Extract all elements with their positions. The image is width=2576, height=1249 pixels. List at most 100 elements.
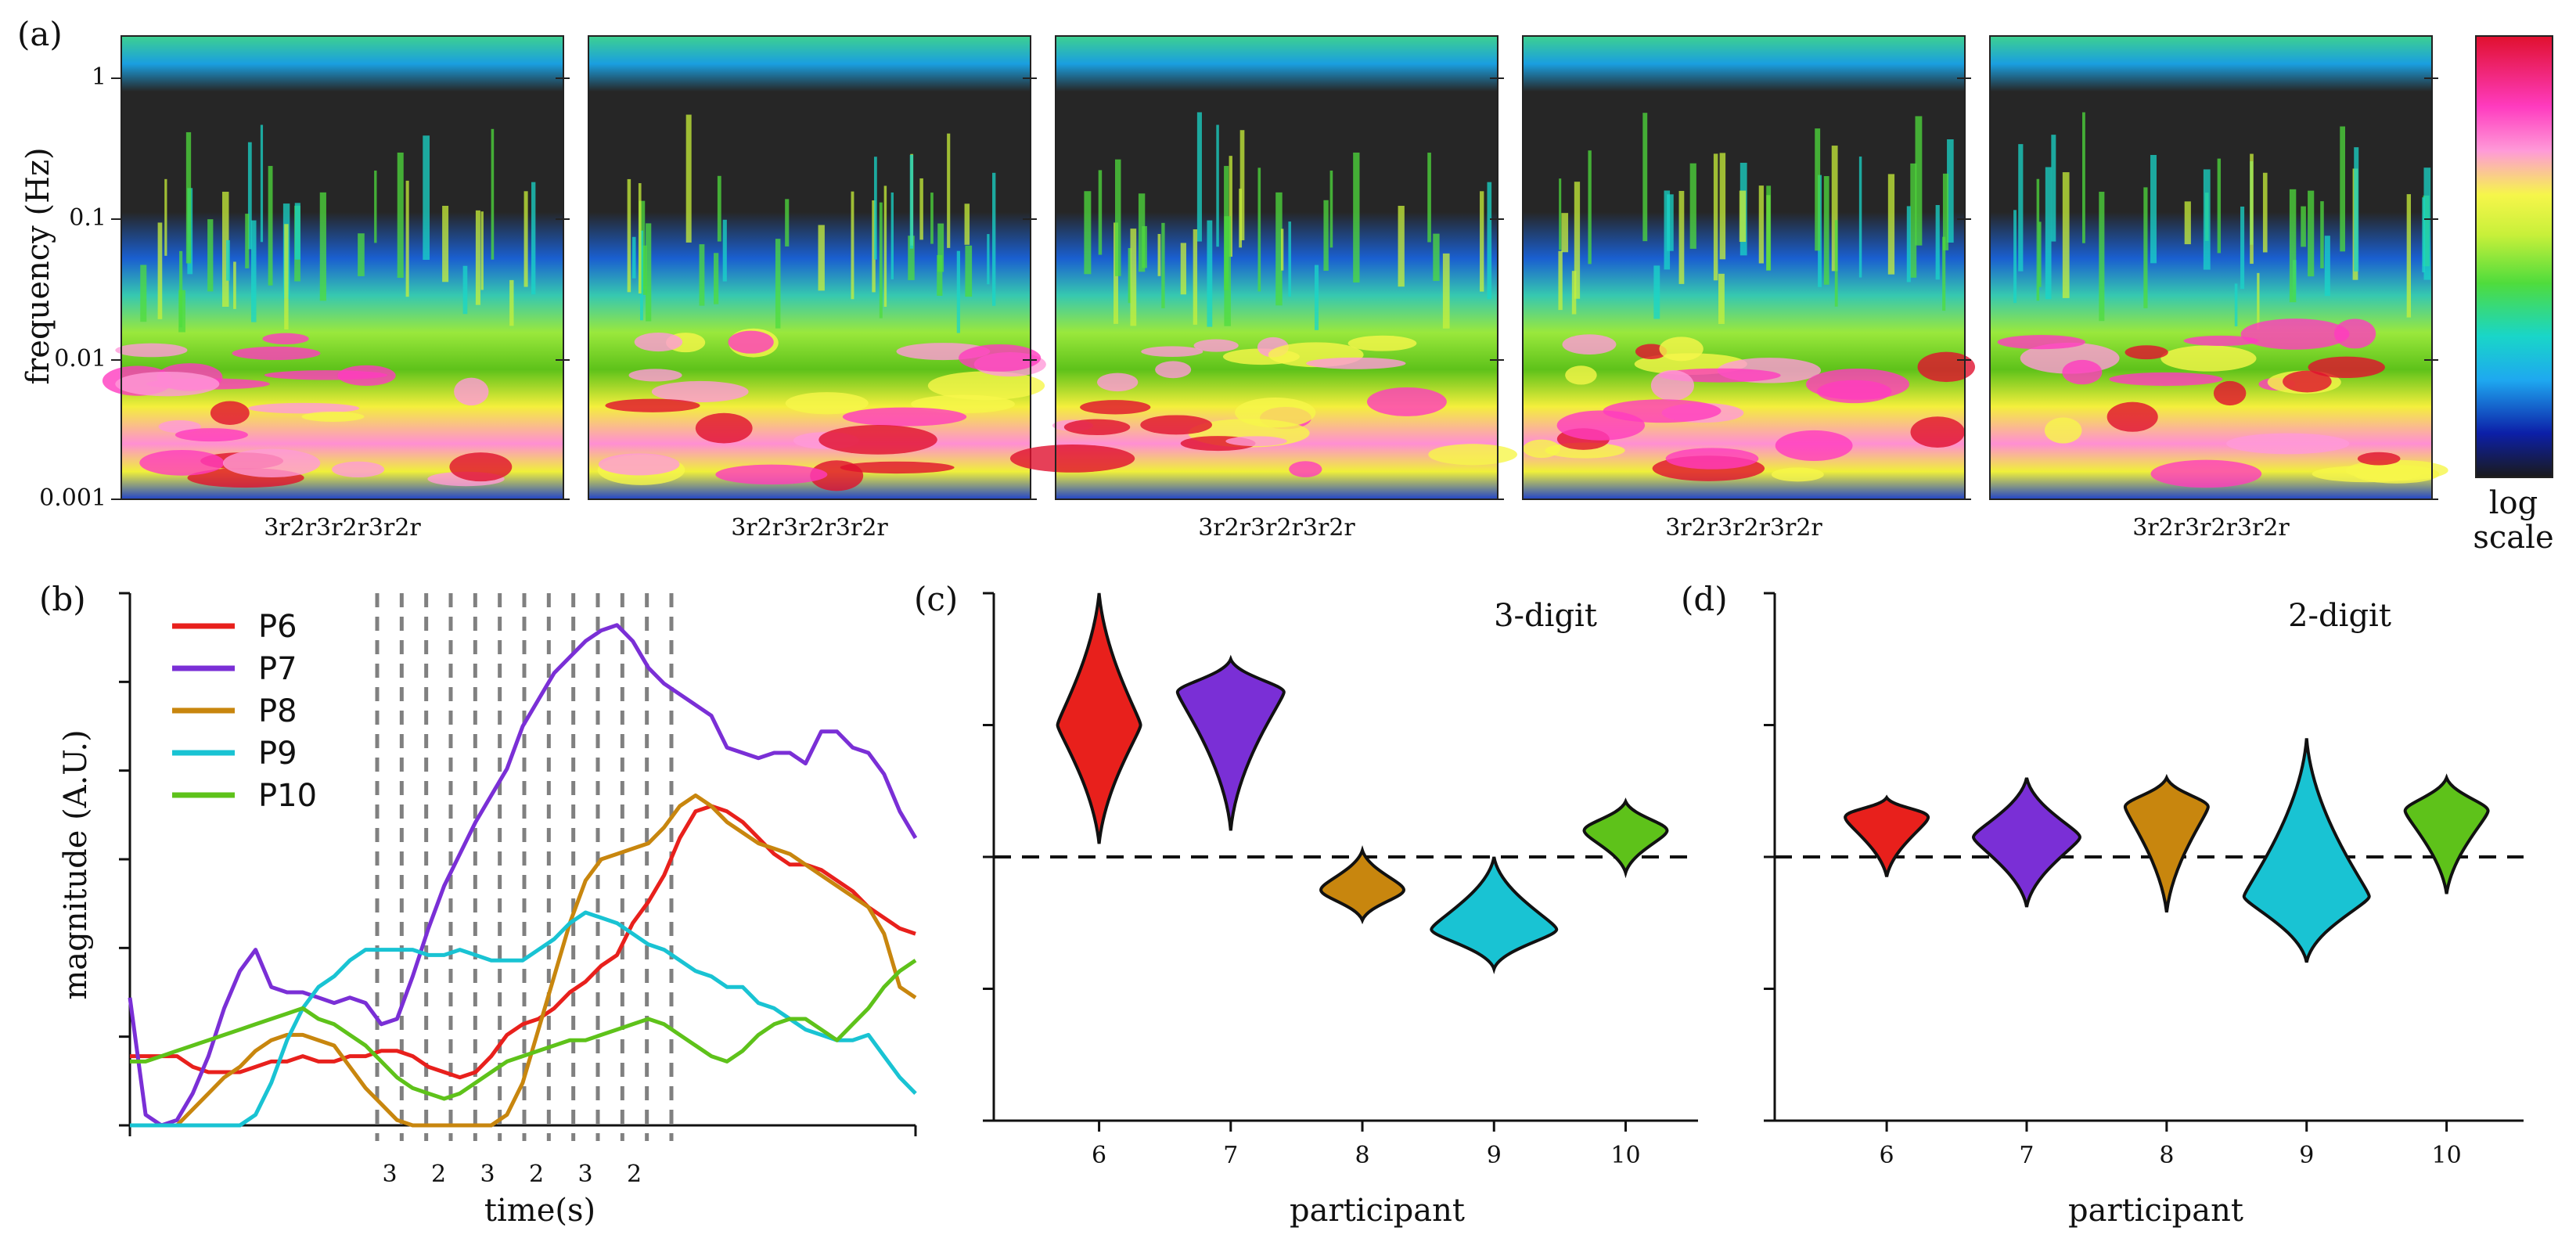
violin-8 [2123,773,2210,913]
spectrogram-streak [937,254,943,296]
spectrogram-blob [1603,399,1722,423]
spectrogram-streak [1115,159,1121,276]
spectrogram-blob [1910,416,1965,448]
violin-xtick-label-10: 10 [1610,1142,1640,1169]
spectrogram-blob [115,371,220,397]
panel-c: (c) 3-digit participant 6 7 8 9 10 [914,580,1698,1229]
spectrogram-streak [1719,153,1726,260]
spectrogram-streak [818,225,825,291]
spectrogram-blob [1635,344,1668,359]
spectrogram-ylabel: frequency (Hz) [20,147,56,384]
spectrogram-streak [1193,229,1198,325]
panel-b: (b) magnitude (A.U.) time(s) 3 2 3 2 3 2 P6 P7 P… [39,580,918,1229]
spectrogram-streak [956,250,960,333]
spectrogram-streak [2203,169,2211,270]
spectrogram-streak [1442,253,1450,329]
spectrogram-streak [2340,126,2345,252]
spectrogram-streak [221,191,229,307]
spectrogram-streak [2143,187,2148,308]
violin-6 [1844,794,1930,877]
violin-10 [1582,797,1669,879]
spectrogram-streak [890,192,894,279]
spectrogram-blob [1140,415,1213,435]
spectrogram-streak [1433,233,1440,281]
spectrogram-streak [1229,156,1232,257]
spectrogram-5: 3r2r3r2r3r2r [1989,35,2448,542]
spectrogram-streak [2082,112,2085,243]
spectrogram-streak [1942,173,1949,250]
spectrogram-blob [1306,357,1406,369]
spectrogram-streak [1739,190,1747,243]
spectrogram-streak [919,178,923,240]
series-line-p6 [130,804,916,1080]
spectrogram-frame [1989,35,2433,500]
spectrogram-streak [1280,229,1284,271]
spectrogram-sequence-label: 3r2r3r2r3r2r [1665,514,1822,542]
spectrogram-streak [1427,153,1431,243]
violin-xtick-label-8: 8 [2159,1142,2174,1169]
spectrogram-blob [1193,339,1239,352]
spectrogram-streak [2062,172,2070,298]
spectrogram-streak [2036,178,2040,301]
spectrogram-blob [840,461,955,474]
spectrogram-streak [1224,216,1231,326]
spectrogram-streak [1098,170,1103,255]
spectrogram-streak [1128,247,1131,304]
spectrogram-blob [454,377,489,406]
spectrogram-streak [1180,243,1186,295]
spectrogram-blob [634,332,683,352]
panel-a-label: (a) [17,15,63,53]
spectrogram-streak [2234,283,2238,326]
violin-xtick-label-9: 9 [2299,1142,2314,1169]
spectrogram-blob [2333,319,2376,349]
spectrogram-blob [139,449,225,476]
spectrogram-streak [965,245,973,297]
spectrogram-streak [319,192,326,301]
line-chart-xtick-label: 2 [431,1161,446,1188]
spectrogram-streak [1653,265,1660,319]
violin-c-plot: 6 7 8 9 10 [983,592,1698,1169]
violin-10 [2403,773,2490,894]
violin-xtick-label-6: 6 [1880,1142,1894,1169]
spectrogram-streak [785,199,790,247]
spectrogram-streak [207,219,214,292]
violin-9 [1430,856,1559,974]
violin-c-xlabel: participant [1290,1193,1465,1229]
spectrogram-streak [2051,135,2056,242]
spectrogram-streak [1157,233,1161,276]
violin-7 [1971,777,2081,908]
spectrogram-streak [140,265,147,322]
colorbar [2475,35,2553,478]
spectrogram-blob [1775,430,1853,461]
spectrogram-blob [2283,370,2332,393]
spectrogram-streak [2250,153,2254,265]
legend-label-p9: P9 [258,736,297,772]
spectrogram-blob [449,452,513,482]
spectrogram-3: 3r2r3r2r3r2r [1009,35,1517,542]
spectrogram-streak [627,178,631,293]
line-chart-xtick-label: 3 [382,1161,397,1188]
spectrogram-streak [157,222,163,319]
spectrogram-sequence-label: 3r2r3r2r3r2r [731,514,888,542]
spectrogram-streak [1713,153,1718,281]
spectrogram-streak [294,203,300,260]
spectrogram-blob [695,412,753,444]
spectrogram-streak [1588,150,1592,265]
spectrogram-blob [1659,337,1704,362]
spectrogram-streak [851,191,854,300]
violin-d-title: 2-digit [2288,598,2391,634]
violin-xtick-label-7: 7 [1223,1142,1238,1169]
spectrogram-streak [1718,273,1725,324]
spectrogram-blob [2357,452,2401,466]
spectrogram-streak [873,157,877,260]
spectrogram-blob [2062,359,2103,385]
spectrogram-streak [722,219,727,282]
spectrogram-streak [2308,190,2315,277]
spectrogram-streak [475,210,480,305]
spectrogram-streak [631,236,636,279]
spectrogram-streak [2150,155,2157,264]
spectrogram-blob [2150,459,2262,488]
spectrogram-streak [2301,206,2306,247]
violin-xtick-label-10: 10 [2432,1142,2462,1169]
spectrogram-streak [1574,182,1581,299]
